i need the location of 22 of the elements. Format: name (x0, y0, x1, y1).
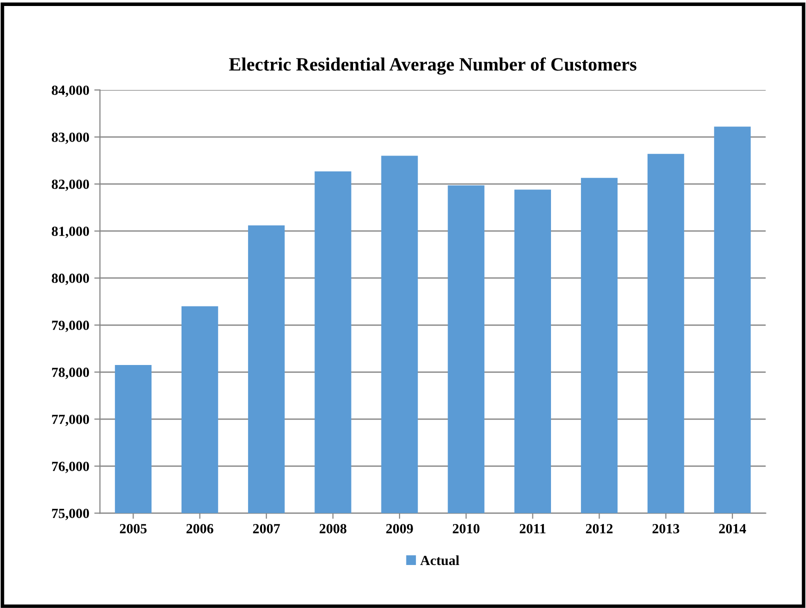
y-tick-label: 76,000 (52, 462, 89, 474)
legend-label: Actual (420, 555, 460, 566)
x-tick-label: 2009 (386, 524, 413, 534)
chart-title: Electric Residential Average Number of Customers (229, 57, 636, 75)
x-tick-label: 2014 (719, 524, 746, 534)
x-tick-label: 2007 (253, 524, 280, 534)
x-tick-label: 2011 (520, 524, 546, 534)
x-tick-label: 2013 (652, 524, 680, 534)
y-tick-label: 80,000 (52, 274, 89, 286)
x-tick-label: 2010 (452, 524, 480, 534)
y-tick-label: 83,000 (52, 132, 89, 144)
y-tick-label: 75,000 (52, 508, 89, 520)
x-tick-label: 2006 (186, 524, 214, 534)
y-tick-label: 81,000 (52, 226, 89, 238)
y-tick-label: 79,000 (52, 320, 89, 332)
y-tick-label: 82,000 (52, 180, 89, 191)
x-tick-label: 2012 (586, 524, 613, 534)
x-tick-label: 2005 (120, 524, 147, 534)
y-tick-label: 78,000 (52, 368, 89, 380)
y-tick-label: 84,000 (52, 86, 89, 97)
x-tick-label: 2008 (320, 524, 346, 534)
y-tick-label: 77,000 (52, 414, 89, 426)
